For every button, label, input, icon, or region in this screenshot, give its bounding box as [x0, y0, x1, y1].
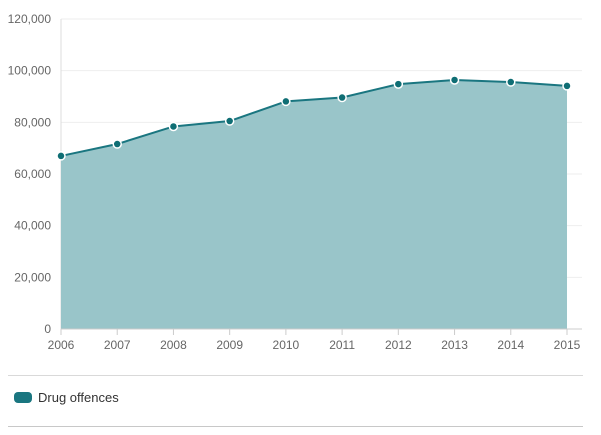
data-point [224, 116, 235, 126]
x-tick-label: 2009 [216, 338, 243, 352]
data-point [112, 139, 122, 149]
data-point [168, 121, 179, 132]
legend: Drug offences [8, 375, 583, 427]
x-tick-label: 2012 [385, 338, 412, 352]
series-area [61, 79, 567, 329]
data-point [562, 81, 572, 91]
x-tick-label: 2008 [160, 338, 187, 352]
x-tick-label: 2013 [441, 338, 468, 352]
y-tick-label: 20,000 [14, 270, 51, 284]
x-tick-label: 2014 [497, 338, 524, 352]
x-tick-label: 2015 [554, 338, 581, 352]
y-tick-label: 0 [44, 322, 51, 336]
x-tick-label: 2006 [48, 338, 75, 352]
y-tick-label: 60,000 [14, 167, 51, 181]
legend-item-drug-offences[interactable]: Drug offences [14, 390, 119, 405]
series-line [60, 78, 568, 157]
chart-area: 0 20,000 40,000 60,000 80,000 100,000 120,000 2… [8, 12, 582, 352]
data-point [449, 75, 460, 85]
legend-swatch [14, 392, 32, 403]
y-tick-label: 100,000 [8, 64, 52, 78]
area-chart: 0 20,000 40,000 60,000 80,000 100,000 120,000 2… [8, 12, 582, 352]
x-tick-label: 2011 [329, 338, 355, 352]
data-point [56, 151, 66, 161]
y-tick-label: 120,000 [8, 12, 52, 26]
legend-label: Drug offences [38, 390, 119, 405]
data-point [281, 96, 291, 107]
y-tick-label: 40,000 [14, 219, 51, 233]
data-point [337, 92, 347, 103]
x-tick-label: 2007 [104, 338, 131, 352]
data-point [506, 77, 516, 87]
data-point [393, 79, 404, 89]
x-tick-label: 2010 [273, 338, 300, 352]
y-tick-label: 80,000 [14, 115, 51, 129]
